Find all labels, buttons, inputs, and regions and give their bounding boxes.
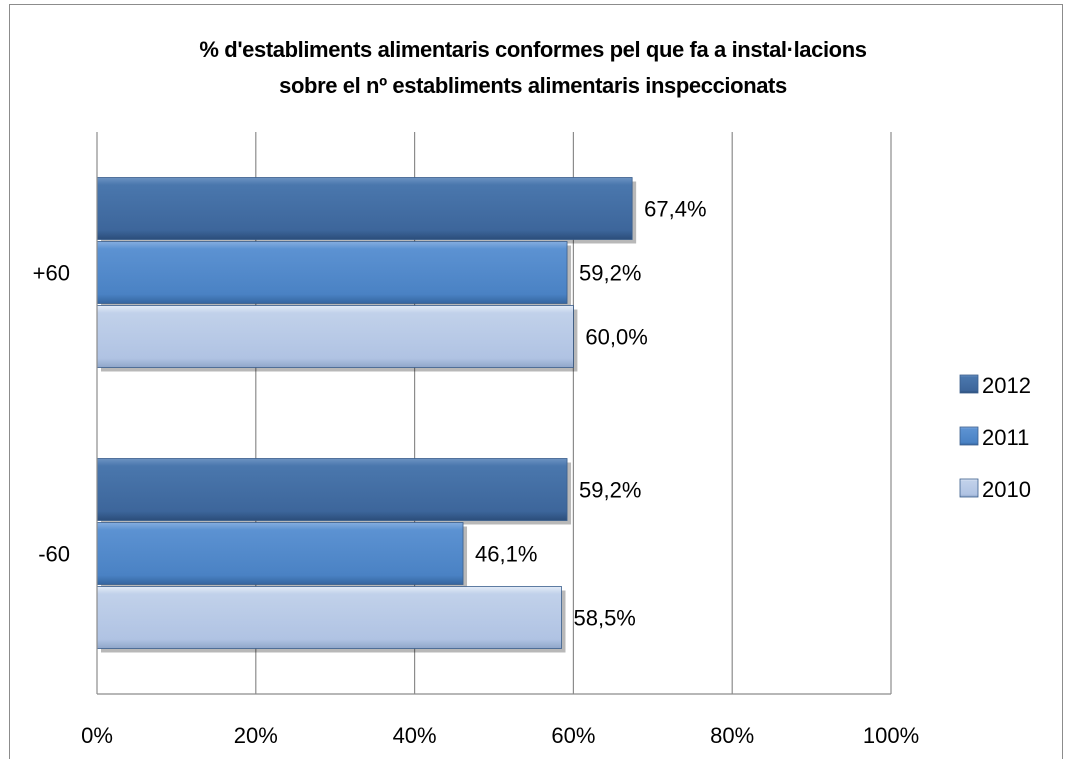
data-label-2010-1: 58,5% (573, 606, 635, 631)
y-tick-label-0: +60 (33, 261, 70, 286)
legend-swatch-2012 (959, 374, 979, 394)
bar-2011-1 (96, 522, 464, 585)
data-label-2010-0: 60,0% (585, 325, 647, 350)
x-axis: 0% 20% 40% 60% 80% 100% (81, 693, 919, 748)
data-label-2011-0: 59,2% (579, 261, 641, 286)
x-tick-label-60: 60% (551, 723, 595, 748)
legend-label-2012: 2012 (982, 373, 1031, 398)
bar-2010-0 (96, 305, 574, 368)
bar-2012-1 (96, 458, 568, 521)
legend-label-2010: 2010 (982, 477, 1031, 502)
data-label-2012-0: 67,4% (644, 197, 706, 222)
bar-2011-0 (96, 241, 568, 304)
legend-swatch-2011 (959, 426, 979, 446)
legend-label-2011: 2011 (982, 425, 1029, 450)
x-tick-label-0: 0% (81, 723, 113, 748)
chart-title-line-1: % d'establiments alimentaris conformes p… (199, 37, 867, 62)
legend-swatch-2010 (959, 478, 979, 498)
x-tick-label-100: 100% (863, 723, 919, 748)
data-label-2012-1: 59,2% (579, 478, 641, 503)
x-tick-label-20: 20% (234, 723, 278, 748)
data-label-2011-1: 46,1% (475, 542, 537, 567)
bar-2012-0 (96, 177, 633, 240)
y-axis: +60 -60 (33, 132, 98, 694)
data-labels: 67,4% 59,2% 60,0% 59,2% 46,1% 58,5% (475, 197, 707, 631)
x-tick-label-40: 40% (393, 723, 437, 748)
bars (96, 177, 637, 653)
chart-title: % d'establiments alimentaris conformes p… (0, 32, 1066, 104)
chart-title-line-2: sobre el nº establiments alimentaris ins… (279, 73, 787, 98)
y-tick-label-1: -60 (38, 542, 70, 567)
x-tick-label-80: 80% (710, 723, 754, 748)
bar-2010-1 (96, 586, 562, 649)
legend: 2012 2011 2010 (959, 373, 1031, 502)
